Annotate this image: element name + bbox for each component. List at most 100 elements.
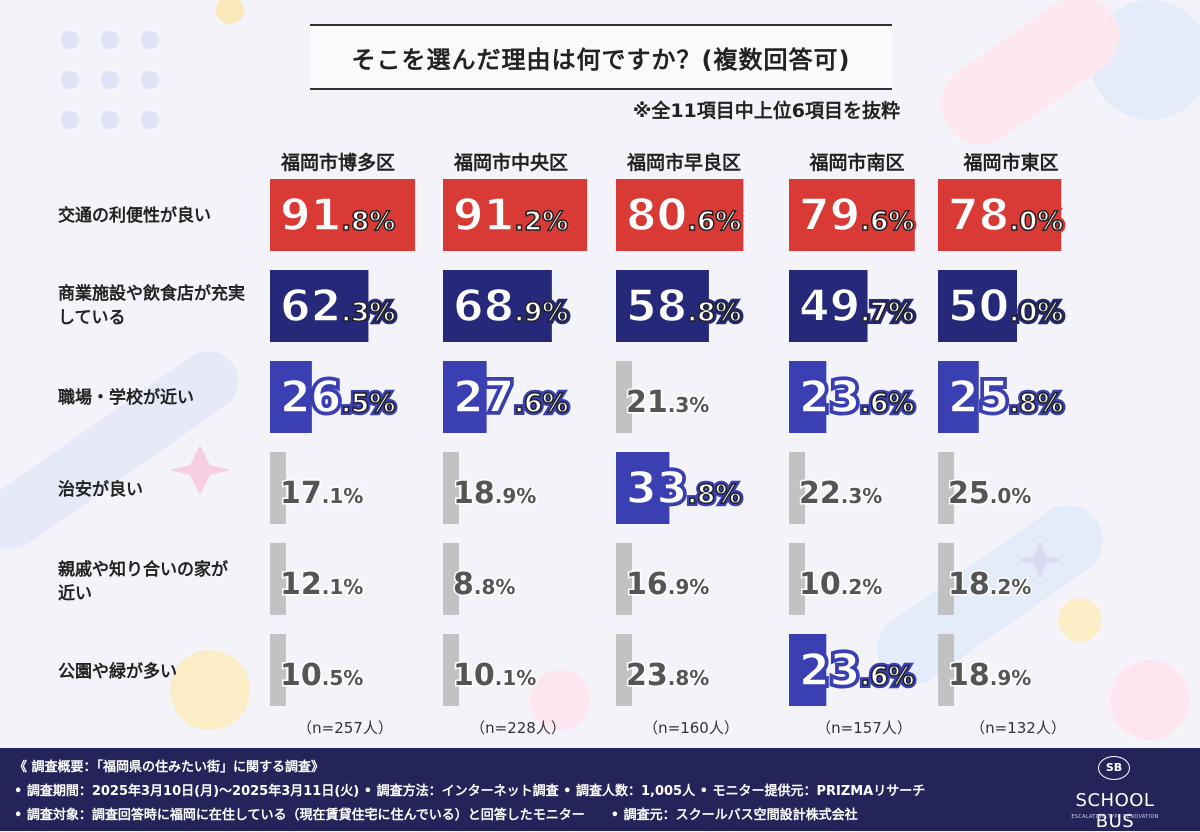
value-outline-r2-c0: 26.5% [280, 372, 395, 423]
value-label-r4-c0: 12.1% [280, 567, 363, 602]
school-bus-logo-icon: SB [1098, 756, 1130, 780]
bar-r4-c2 [616, 543, 632, 615]
bar-r3-c1 [443, 452, 459, 524]
bar-r0-c3 [789, 179, 915, 251]
value-outline-r2-c3: 23.6% [799, 372, 914, 423]
bar-r4-c4 [938, 543, 954, 615]
row-label-parks: 公園や緑が多い [58, 662, 177, 682]
footer-survey-title: 《 調査概要：「福岡県の住みたい街」に関する調査》 [14, 760, 325, 775]
value-label-r0-c2: 80.6% [626, 190, 741, 241]
value-label-r5-c4: 18.9% [948, 658, 1031, 693]
bar-r5-c0 [270, 634, 286, 706]
school-bus-logo-tagline: ESCALATION TYPE RENOVATION [1071, 814, 1159, 820]
chart-title: そこを選んだ理由は何ですか？(複数回答可) [310, 24, 892, 90]
bar-r5-c4 [938, 634, 954, 706]
column-header-minami: 福岡市南区 [809, 152, 905, 174]
bar-r2-c2 [616, 361, 632, 433]
bar-r1-c3 [789, 270, 868, 342]
bar-r0-c2 [616, 179, 744, 251]
column-header-hakata: 福岡市博多区 [280, 152, 395, 174]
value-label-r0-c1: 91.2% [453, 190, 568, 241]
bar-r2-c0 [270, 361, 312, 433]
value-label-r2-c4: 25.8% [948, 372, 1063, 423]
bar-r0-c0 [270, 179, 416, 251]
value-label-r3-c0: 17.1% [280, 476, 363, 511]
value-outline-r1-c1: 68.9% [453, 281, 568, 332]
bar-r4-c3 [789, 543, 805, 615]
bar-r0-c4 [938, 179, 1062, 251]
bar-r2-c4 [938, 361, 979, 433]
sample-size-hakata: （n=257人） [297, 719, 393, 737]
value-outline-r1-c3: 49.7% [799, 281, 914, 332]
value-outline-r0-c3: 79.6% [799, 190, 914, 241]
value-label-r1-c3: 49.7% [799, 281, 914, 332]
value-label-r3-c2: 33.8% [626, 463, 741, 514]
value-label-r0-c0: 91.8% [280, 190, 395, 241]
sample-size-chuo: （n=228人） [470, 719, 566, 737]
bar-r4-c1 [443, 543, 459, 615]
value-outline-r5-c3: 23.6% [799, 645, 914, 696]
value-label-r1-c4: 50.0% [948, 281, 1063, 332]
row-label-relatives: 親戚や知り合いの家が近い [58, 560, 228, 604]
bar-r3-c0 [270, 452, 286, 524]
value-label-r2-c0: 26.5% [280, 372, 395, 423]
footer-survey-target: • 調査対象：調査回答時に福岡に在住している（現在賃貸住宅に住んでいる）と回答し… [14, 808, 858, 823]
value-label-r2-c2: 21.3% [626, 385, 709, 420]
bar-r1-c4 [938, 270, 1017, 342]
value-outline-r0-c0: 91.8% [280, 190, 395, 241]
value-outline-r1-c2: 58.8% [626, 281, 741, 332]
value-label-r3-c1: 18.9% [453, 476, 536, 511]
bar-r5-c3 [789, 634, 827, 706]
value-label-r5-c3: 23.6% [799, 645, 914, 696]
value-label-r2-c1: 27.6% [453, 372, 568, 423]
value-label-r1-c2: 58.8% [626, 281, 741, 332]
value-label-r3-c4: 25.0% [948, 476, 1031, 511]
column-header-chuo: 福岡市中央区 [453, 152, 568, 174]
value-label-r4-c1: 8.8% [453, 567, 515, 602]
value-label-r0-c3: 79.6% [799, 190, 914, 241]
bar-r2-c1 [443, 361, 487, 433]
bar-r4-c0 [270, 543, 286, 615]
value-label-r5-c1: 10.1% [453, 658, 536, 693]
sample-size-higashi: （n=132人） [970, 719, 1066, 737]
bar-r1-c1 [443, 270, 552, 342]
row-label-work-school: 職場・学校が近い [58, 388, 194, 408]
bar-r3-c4 [938, 452, 954, 524]
school-bus-logo-text: SCHOOL BUS [1075, 790, 1155, 832]
column-header-higashi: 福岡市東区 [963, 152, 1059, 174]
value-outline-r1-c0: 62.3% [280, 281, 395, 332]
bar-r1-c2 [616, 270, 709, 342]
bar-r2-c3 [789, 361, 827, 433]
sample-size-minami: （n=157人） [816, 719, 912, 737]
bar-r0-c1 [443, 179, 588, 251]
sample-size-sawara: （n=160人） [643, 719, 739, 737]
value-label-r0-c4: 78.0% [948, 190, 1063, 241]
value-outline-r2-c1: 27.6% [453, 372, 568, 423]
value-outline-r2-c4: 25.8% [948, 372, 1063, 423]
bar-r5-c2 [616, 634, 632, 706]
value-outline-r0-c1: 91.2% [453, 190, 568, 241]
bar-r5-c1 [443, 634, 459, 706]
value-outline-r0-c4: 78.0% [948, 190, 1063, 241]
value-outline-r1-c4: 50.0% [948, 281, 1063, 332]
row-label-safety: 治安が良い [58, 480, 143, 500]
value-label-r4-c2: 16.9% [626, 567, 709, 602]
row-label-transport: 交通の利便性が良い [58, 206, 211, 226]
survey-footer: 《 調査概要：「福岡県の住みたい街」に関する調査》 • 調査期間：2025年3月… [0, 748, 1200, 832]
column-header-sawara: 福岡市早良区 [626, 152, 741, 174]
value-label-r5-c2: 23.8% [626, 658, 709, 693]
footer-survey-period: • 調査期間：2025年3月10日(月)〜2025年3月11日(火) • 調査方… [14, 784, 926, 799]
value-label-r2-c3: 23.6% [799, 372, 914, 423]
value-label-r3-c3: 22.3% [799, 476, 882, 511]
value-label-r1-c0: 62.3% [280, 281, 395, 332]
bar-r3-c2 [616, 452, 670, 524]
value-outline-r0-c2: 80.6% [626, 190, 741, 241]
value-label-r5-c0: 10.5% [280, 658, 363, 693]
row-label-commercial: 商業施設や飲食店が充実している [58, 284, 245, 328]
value-label-r4-c4: 18.2% [948, 567, 1031, 602]
value-outline-r3-c2: 33.8% [626, 463, 741, 514]
chart-note: ※全11項目中上位6項目を抜粋 [632, 100, 900, 122]
value-label-r4-c3: 10.2% [799, 567, 882, 602]
